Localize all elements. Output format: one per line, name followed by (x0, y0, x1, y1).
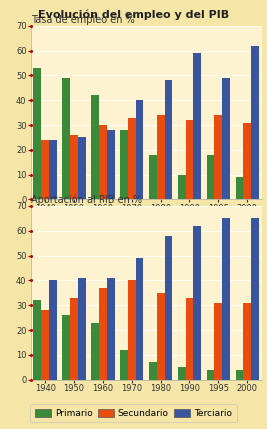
Bar (91, 95, 99, 199)
Bar (107, 278, 115, 380)
Bar (178, 175, 186, 199)
Bar (136, 100, 143, 199)
Text: Tasa de empleo en %: Tasa de empleo en % (31, 15, 135, 25)
Bar (178, 367, 186, 380)
Bar (70, 298, 78, 380)
Bar (157, 115, 164, 199)
Bar (149, 155, 157, 199)
Legend: Primario, Secundario, Terciario: Primario, Secundario, Terciario (30, 404, 237, 422)
Bar (62, 315, 70, 380)
Bar (33, 68, 41, 199)
Bar (49, 140, 57, 199)
Bar (99, 125, 107, 199)
Bar (251, 45, 259, 199)
Bar (235, 370, 243, 380)
Bar (243, 303, 251, 380)
Bar (33, 300, 41, 380)
Bar (62, 78, 70, 199)
Bar (193, 53, 201, 199)
Bar (251, 218, 259, 380)
Bar (78, 278, 86, 380)
Bar (207, 370, 214, 380)
Bar (149, 362, 157, 380)
Bar (222, 78, 230, 199)
Bar (164, 236, 172, 380)
Bar (157, 293, 164, 380)
Bar (41, 140, 49, 199)
Bar (99, 288, 107, 380)
Bar (128, 118, 136, 199)
Bar (49, 281, 57, 380)
Bar (136, 258, 143, 380)
Bar (214, 115, 222, 199)
Bar (70, 135, 78, 199)
Bar (78, 137, 86, 199)
Bar (235, 177, 243, 199)
Bar (243, 123, 251, 199)
Bar (186, 298, 193, 380)
Bar (207, 155, 214, 199)
Bar (164, 80, 172, 199)
Text: Aportación al PIB en %: Aportación al PIB en % (31, 195, 142, 205)
Bar (41, 310, 49, 380)
Bar (91, 323, 99, 380)
Bar (120, 350, 128, 380)
Text: Evolución del empleo y del PIB: Evolución del empleo y del PIB (38, 9, 229, 20)
Bar (193, 226, 201, 380)
Bar (128, 281, 136, 380)
Bar (120, 130, 128, 199)
Bar (107, 130, 115, 199)
Bar (222, 218, 230, 380)
Bar (186, 120, 193, 199)
Bar (214, 303, 222, 380)
